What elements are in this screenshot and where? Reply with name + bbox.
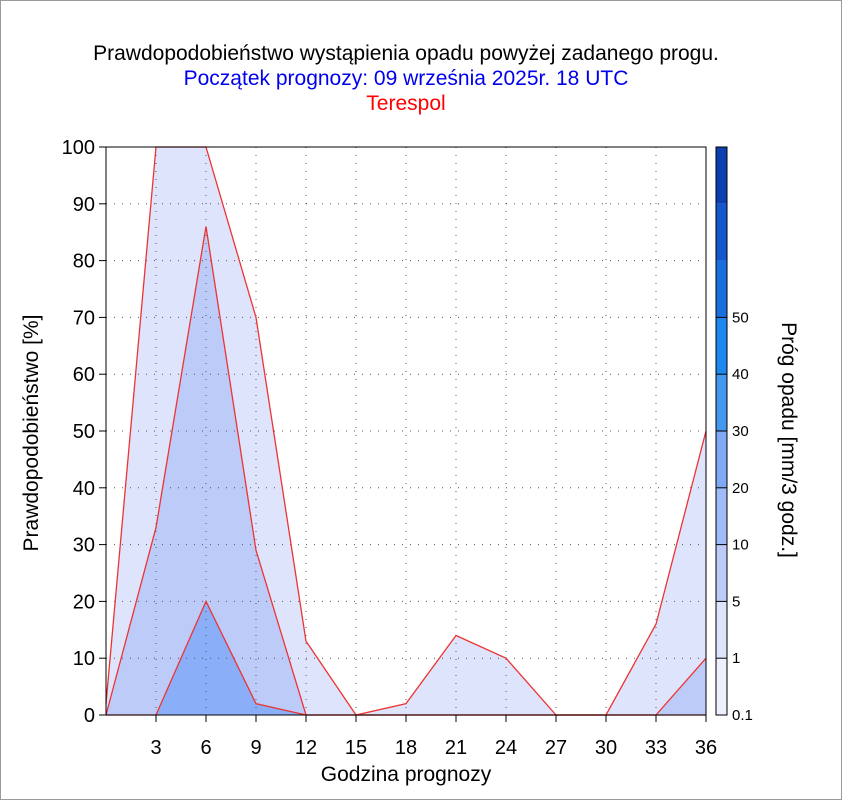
colorbar-segment (716, 317, 727, 375)
y-tick-label: 100 (62, 137, 95, 159)
colorbar: 0.1 1 5 10 20 30 40 50 (715, 146, 753, 724)
x-tick-label: 18 (395, 737, 417, 759)
colorbar-tick-label: 10 (732, 537, 749, 554)
x-tick-label: 6 (200, 737, 211, 759)
colorbar-tick-label: 1 (732, 650, 740, 667)
y-tick-label: 80 (73, 251, 95, 273)
colorbar-tick-label: 0.1 (732, 707, 753, 724)
colorbar-tick-label: 40 (732, 366, 749, 383)
y-tick-label: 50 (73, 421, 95, 443)
y-tick-label: 20 (73, 591, 95, 613)
colorbar-label: Próg opadu [mm/3 godz.] (777, 322, 800, 558)
colorbar-tick-label: 50 (732, 309, 749, 326)
colorbar-segment (716, 601, 727, 659)
x-axis-label: Godzina prognozy (321, 763, 492, 786)
colorbar-segment (716, 544, 727, 602)
x-tick-label: 12 (295, 737, 317, 759)
y-tick-label: 10 (73, 648, 95, 670)
y-tick-label: 30 (73, 535, 95, 557)
chart-subtitle: Początek prognozy: 09 września 2025r. 18… (183, 67, 629, 90)
x-tick-label: 15 (345, 737, 367, 759)
colorbar-segment (716, 487, 727, 545)
location-label: Terespol (366, 92, 446, 115)
colorbar-segment (716, 658, 727, 715)
colorbar-segment (716, 147, 727, 204)
colorbar-tick-label: 20 (732, 480, 749, 497)
x-tick-label: 30 (595, 737, 617, 759)
x-tick-label: 24 (495, 737, 517, 759)
colorbar-segment (716, 203, 727, 261)
colorbar-segment (716, 374, 727, 431)
x-tick-label: 21 (445, 737, 467, 759)
y-tick-label: 70 (73, 307, 95, 329)
chart-title: Prawdopodobieństwo wystąpienia opadu pow… (93, 42, 719, 65)
area-threshold-1 (106, 226, 706, 715)
y-tick-label: 90 (73, 194, 95, 216)
colorbar-segment (716, 431, 727, 488)
x-tick-label: 27 (545, 737, 567, 759)
colorbar-segment (716, 260, 727, 318)
x-tick-label: 9 (250, 737, 261, 759)
colorbar-tick-label: 30 (732, 423, 749, 440)
y-tick-label: 0 (84, 705, 95, 727)
x-tick-label: 3 (150, 737, 161, 759)
y-axis-label: Prawdopodobieństwo [%] (20, 315, 43, 552)
x-tick-label: 33 (645, 737, 667, 759)
x-tick-label: 36 (695, 737, 717, 759)
colorbar-tick-label: 5 (732, 593, 740, 610)
y-tick-label: 60 (73, 364, 95, 386)
y-tick-label: 40 (73, 478, 95, 500)
